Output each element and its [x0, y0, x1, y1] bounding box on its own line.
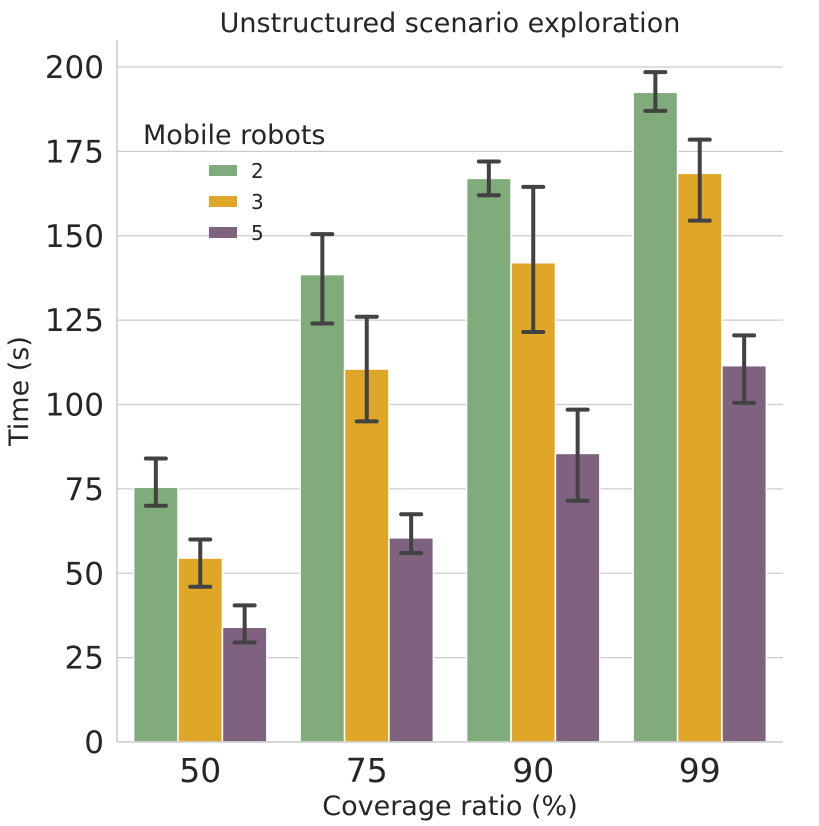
y-tick-label: 200	[45, 50, 104, 86]
x-tick-label: 75	[346, 751, 388, 790]
bar-series-3-75	[343, 368, 390, 743]
y-tick-label: 25	[65, 641, 104, 677]
bar-series-2-90	[465, 177, 512, 743]
legend-swatch-5	[209, 227, 237, 238]
bar-series-3-99	[676, 172, 723, 743]
y-tick-label: 100	[45, 388, 104, 424]
bar-series-5-50	[221, 626, 268, 743]
legend: Mobile robots 2 3 5	[143, 120, 326, 245]
x-tick-label: 50	[179, 751, 221, 790]
x-tick-label: 99	[679, 751, 721, 790]
bar-series-5-99	[721, 364, 768, 743]
x-tick-label: 90	[512, 751, 554, 790]
bar-series-5-75	[388, 537, 435, 743]
legend-label-3: 3	[251, 190, 264, 214]
legend-title: Mobile robots	[143, 120, 326, 151]
y-tick-label: 150	[45, 219, 104, 255]
chart-title: Unstructured scenario exploration	[220, 8, 681, 39]
y-tick-labels: 0 25 50 75 100 125 150 175 200	[45, 50, 104, 761]
x-axis-label: Coverage ratio (%)	[322, 791, 578, 822]
legend-label-5: 5	[251, 221, 264, 245]
y-tick-label: 50	[65, 556, 104, 592]
y-tick-label: 75	[65, 472, 104, 508]
error-bars	[143, 70, 757, 645]
bar-series-2-99	[632, 91, 679, 743]
legend-label-2: 2	[251, 159, 264, 183]
y-tick-label: 0	[84, 725, 104, 761]
bar-series-2-50	[132, 486, 179, 743]
bars	[132, 91, 768, 743]
y-axis-label: Time (s)	[4, 336, 35, 447]
y-tick-label: 175	[45, 134, 104, 170]
legend-swatch-3	[209, 196, 237, 207]
x-tick-labels: 50 75 90 99	[179, 751, 721, 790]
legend-swatch-2	[209, 165, 237, 176]
bar-series-3-90	[510, 262, 557, 743]
bar-series-2-75	[299, 273, 346, 743]
y-tick-label: 125	[45, 303, 104, 339]
legend-items: 2 3 5	[209, 159, 264, 245]
